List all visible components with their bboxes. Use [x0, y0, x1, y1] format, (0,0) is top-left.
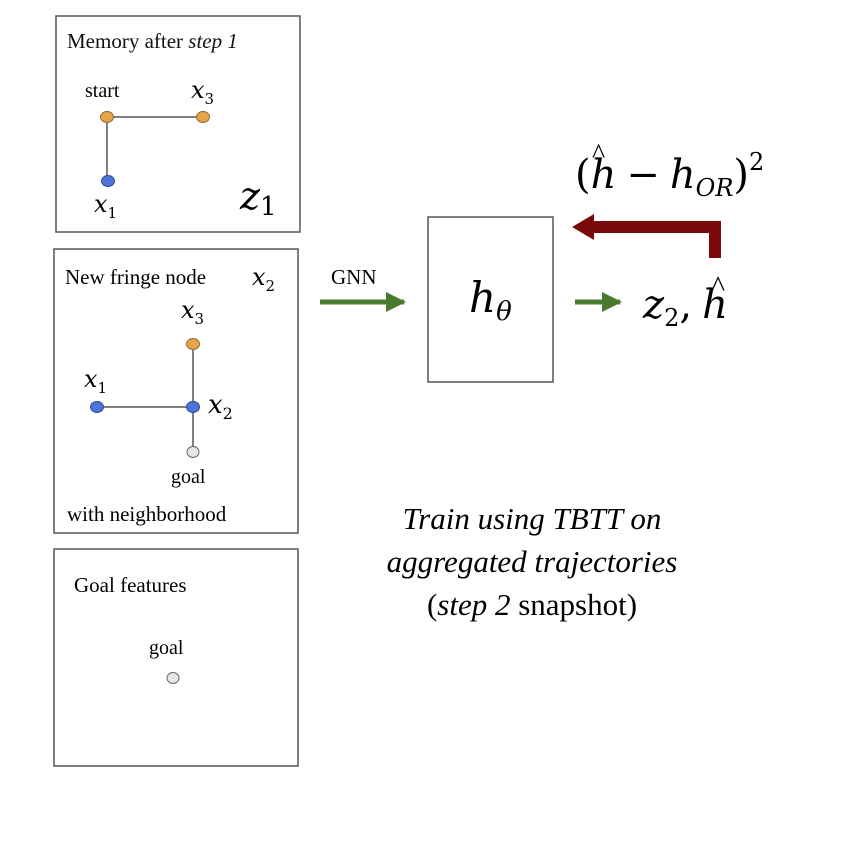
loss-label: (h − hOR)2: [575, 148, 764, 202]
fringe-panel-border: [53, 248, 299, 534]
memory-panel: Memory after step 1 start x3 x1 z1: [55, 15, 301, 233]
fringe-panel: New fringe node x2 x3 x1 x2 goal with ne…: [53, 248, 299, 534]
output-group: z2, h ^: [575, 270, 728, 332]
goal-panel-label-goal: goal: [149, 637, 184, 659]
memory-label-start: start: [85, 80, 120, 102]
goal-panel-title: Goal features: [74, 573, 187, 597]
fringe-node-goal: [186, 446, 200, 458]
fringe-label-x2: x2: [208, 390, 233, 423]
fringe-panel-title-var: x2: [252, 263, 275, 295]
memory-node-x1: [101, 175, 115, 187]
training-caption: Train using TBTT on aggregated trajector…: [387, 501, 678, 622]
memory-panel-border: [55, 15, 301, 233]
memory-panel-title: Memory after step 1: [67, 29, 238, 53]
fringe-panel-title: New fringe node: [65, 265, 206, 289]
memory-label-x3: x3: [191, 76, 214, 108]
memory-label-x1: x1: [94, 190, 117, 222]
caption-line-3: (step 2 snapshot): [427, 587, 637, 622]
memory-node-x3: [196, 111, 210, 123]
caption-line-2: aggregated trajectories: [387, 544, 678, 579]
goal-panel-node-goal: [166, 672, 180, 684]
output-hat: ^: [711, 270, 725, 303]
model-box: [427, 216, 554, 383]
fringe-node-x2: [186, 401, 200, 413]
loss-hat: ^: [592, 139, 605, 170]
memory-latent-z1: z1: [239, 174, 277, 222]
fringe-node-x3: [186, 338, 200, 350]
fringe-label-goal: goal: [171, 466, 206, 488]
memory-node-start: [100, 111, 114, 123]
gnn-arrow-group: GNN: [320, 265, 406, 312]
model-label-h-theta: hθ: [469, 273, 512, 327]
fringe-label-x1: x1: [84, 365, 107, 397]
gnn-label: GNN: [331, 265, 377, 289]
goal-panel-border: [53, 548, 299, 767]
output-label-z2-hhat: z2, h: [642, 282, 728, 332]
fringe-panel-caption: with neighborhood: [67, 502, 227, 526]
model-box-group: hθ: [427, 216, 554, 383]
caption-line-1: Train using TBTT on: [403, 501, 662, 536]
goal-panel: Goal features goal: [53, 548, 299, 767]
loss-arrow-head: [572, 214, 594, 240]
fringe-node-x1: [90, 401, 104, 413]
loss-arrow: [592, 221, 721, 258]
loss-group: (h − hOR)2 ^: [572, 139, 764, 258]
fringe-label-x3: x3: [181, 296, 204, 328]
